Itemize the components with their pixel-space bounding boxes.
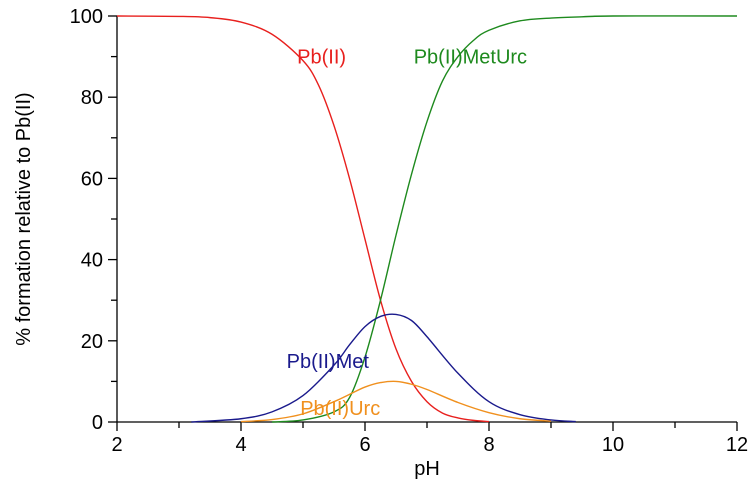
y-ticks: 0 20 40 60 80 100 xyxy=(70,6,117,434)
x-axis-title: pH xyxy=(414,458,440,480)
series-line-pb-ii-meturc xyxy=(271,15,738,423)
x-ticks: 2 4 6 8 10 12 xyxy=(111,422,748,456)
axes xyxy=(116,16,737,423)
x-tick-label: 12 xyxy=(726,434,748,456)
x-tick-label: 6 xyxy=(359,434,370,456)
x-tick-label: 4 xyxy=(235,434,246,456)
series-label-pb-ii-meturc: Pb(II)MetUrc xyxy=(414,47,527,69)
y-tick-label: 60 xyxy=(81,168,103,190)
y-tick-label: 100 xyxy=(70,6,103,28)
series-labels: Pb(II) Pb(II)MetUrc Pb(II)Met Pb(II)Urc xyxy=(287,47,527,420)
y-tick-label: 0 xyxy=(92,412,103,434)
series-line-pb-ii-urc xyxy=(240,380,552,423)
y-tick-label: 80 xyxy=(81,87,103,109)
series-line-pb-ii-met xyxy=(191,313,576,423)
y-tick-label: 20 xyxy=(81,331,103,353)
y-axis-title: % formation relative to Pb(II) xyxy=(13,92,35,345)
series-lines xyxy=(116,15,738,423)
y-tick-label: 40 xyxy=(81,250,103,272)
series-label-pb-ii: Pb(II) xyxy=(297,47,346,69)
x-tick-label: 8 xyxy=(483,434,494,456)
x-tick-label: 10 xyxy=(602,434,624,456)
series-label-pb-ii-urc: Pb(II)Urc xyxy=(300,398,380,420)
series-line-pb-ii xyxy=(116,15,490,423)
series-label-pb-ii-met: Pb(II)Met xyxy=(287,351,370,373)
x-tick-label: 2 xyxy=(111,434,122,456)
